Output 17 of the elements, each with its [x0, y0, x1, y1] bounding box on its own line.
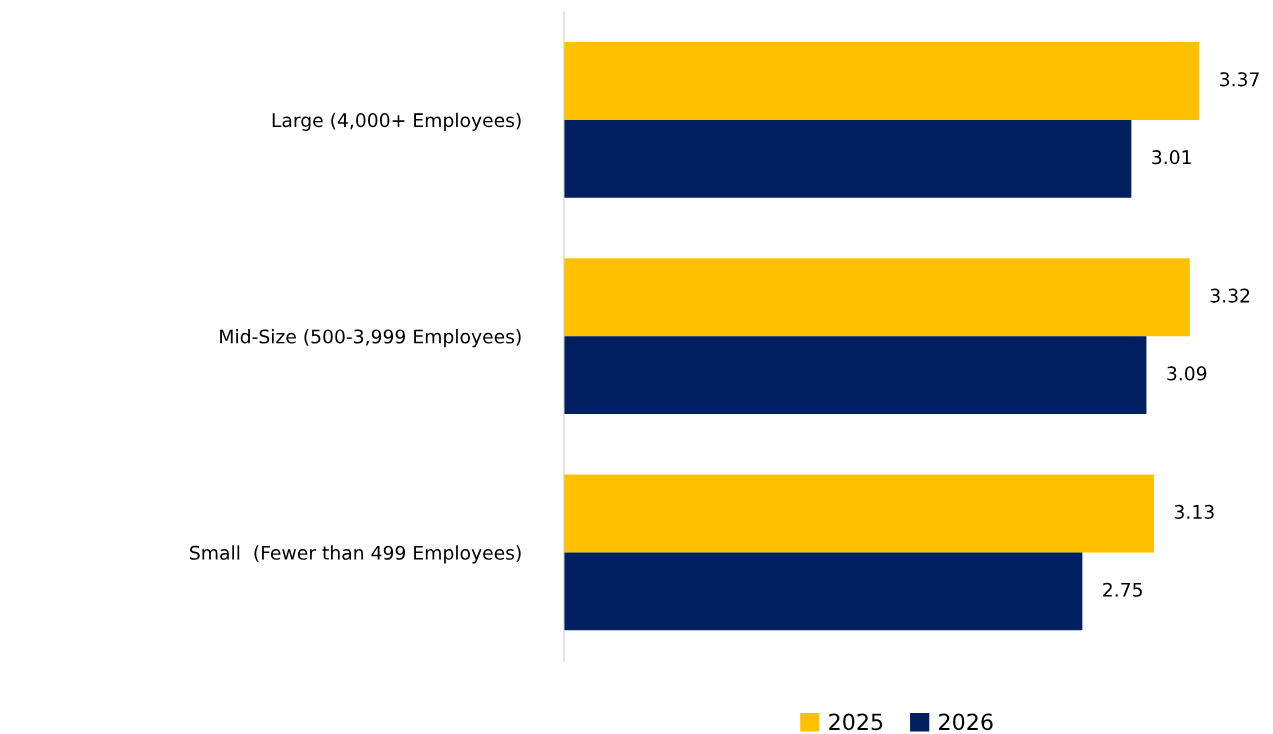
- data-label: 3.13: [1174, 504, 1214, 519]
- data-label: 2.75: [1103, 582, 1142, 597]
- bar: [563, 119, 1132, 198]
- data-label: 3.09: [1167, 366, 1207, 381]
- data-label: 3.01: [1152, 150, 1191, 165]
- legend-label: 2026: [939, 713, 993, 731]
- legend-label: 2025: [829, 713, 883, 731]
- y-tick-label: Small (Fewer than 499 Employees): [190, 545, 521, 564]
- y-tick-label: Mid-Size (500-3,999 Employees): [220, 329, 521, 348]
- bar: [563, 552, 1083, 631]
- y-tick-label: Large (4,000+ Employees): [272, 112, 521, 131]
- bar: [563, 42, 1200, 120]
- bar: [563, 336, 1147, 415]
- bar: [563, 474, 1154, 553]
- data-label: 3.32: [1210, 288, 1250, 303]
- data-label: 3.37: [1220, 72, 1259, 87]
- bar: [563, 258, 1190, 337]
